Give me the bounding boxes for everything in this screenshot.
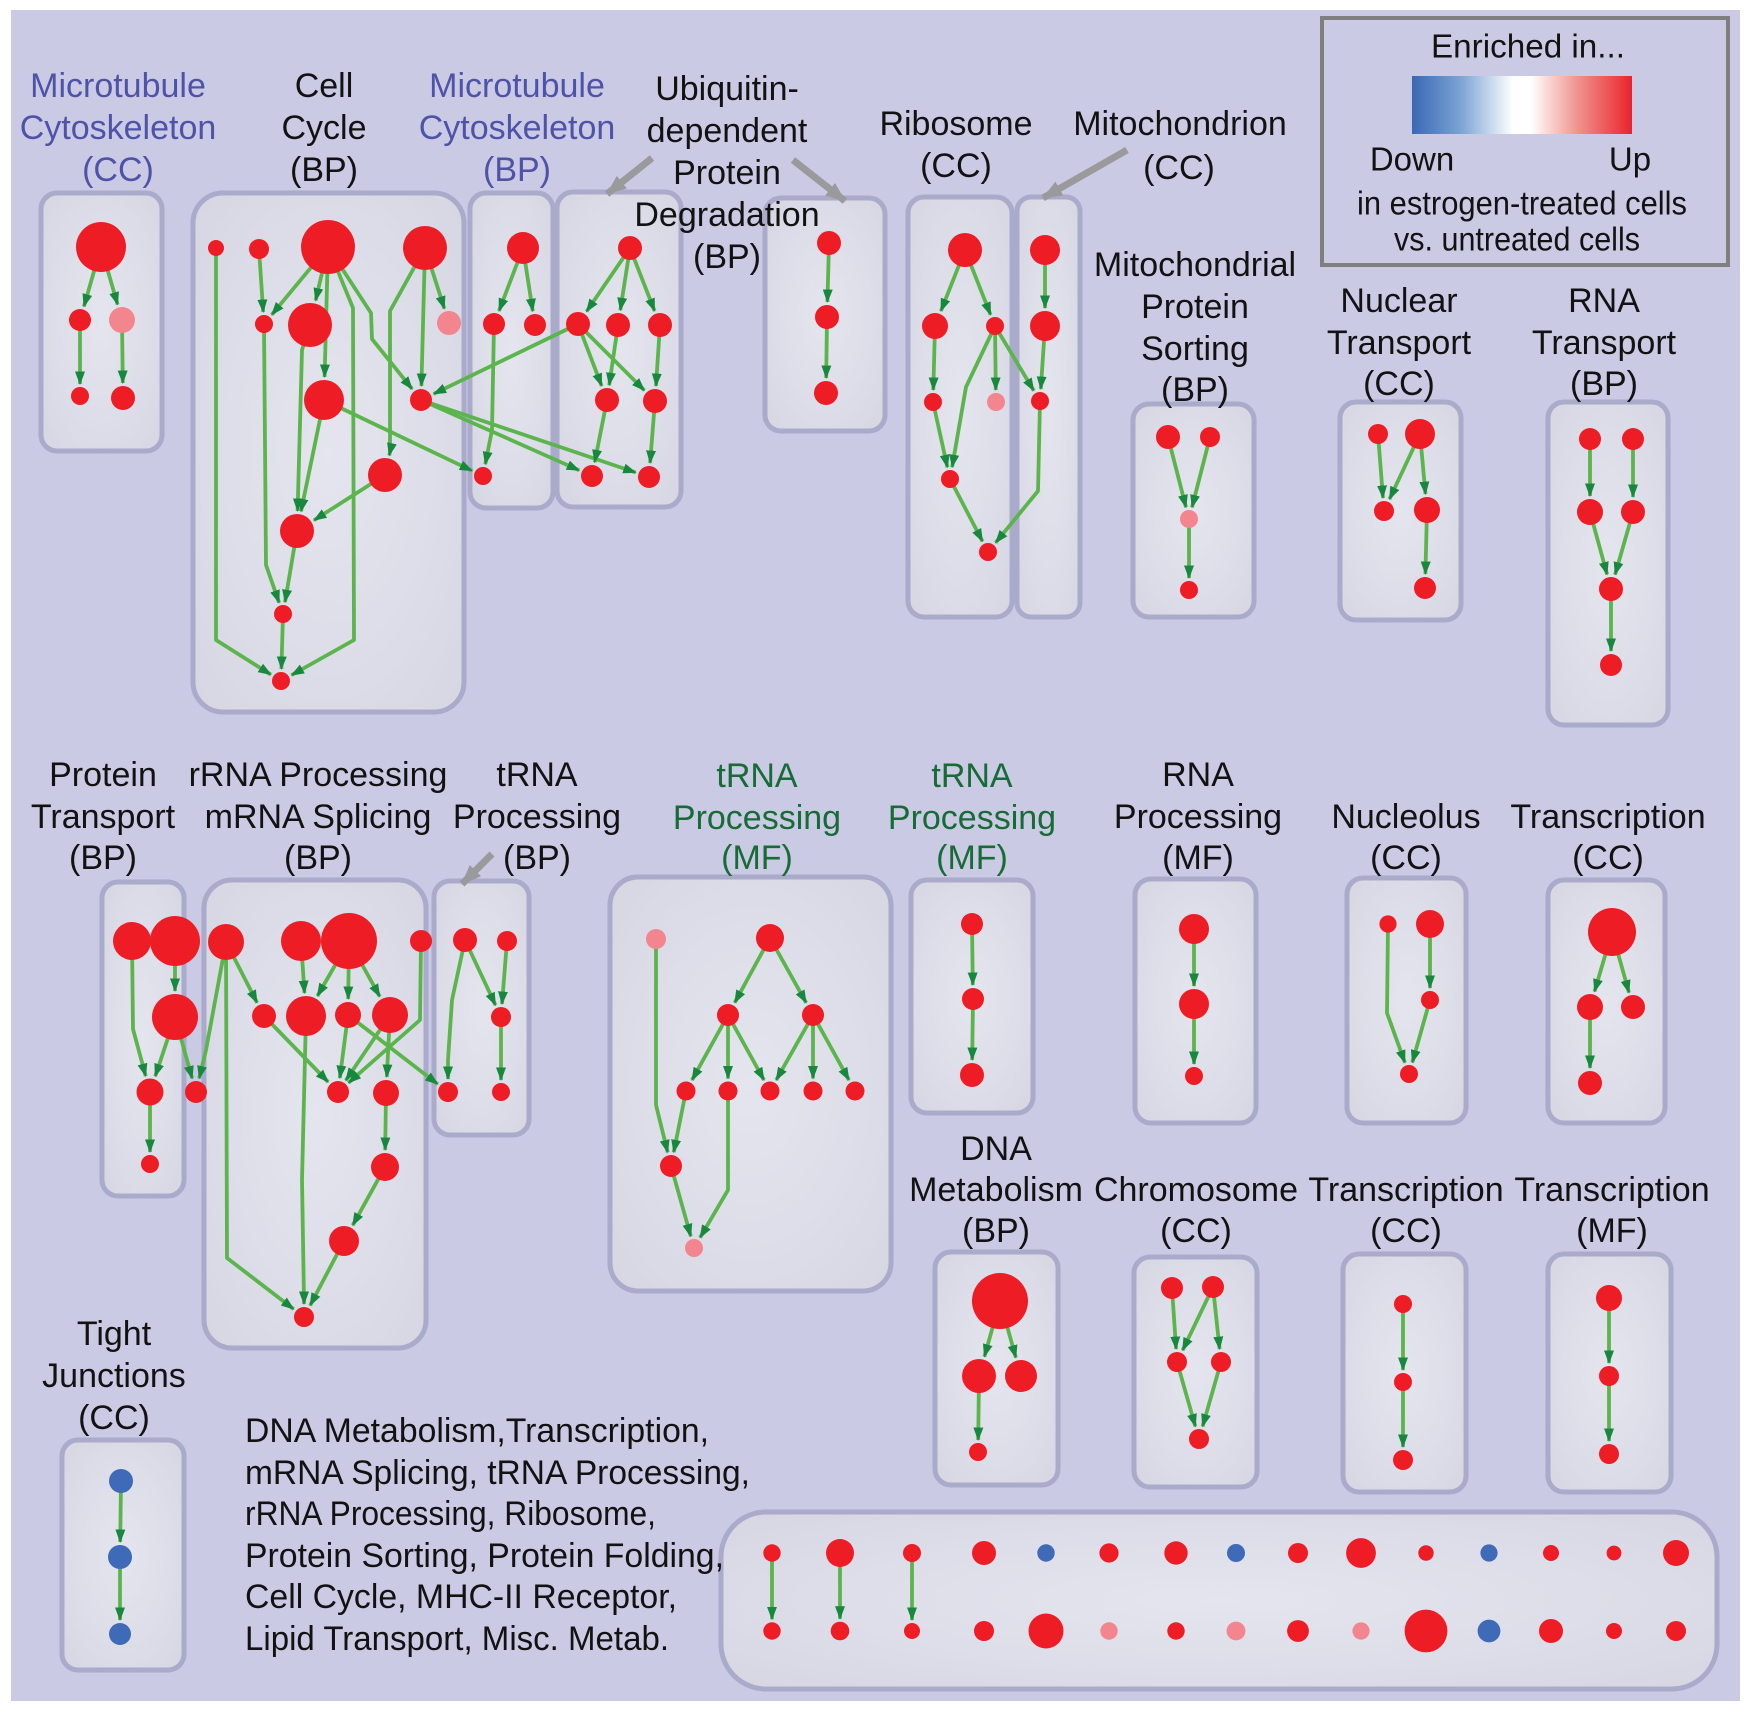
svg-text:(CC): (CC) (82, 151, 154, 189)
svg-text:(CC): (CC) (1370, 839, 1442, 877)
svg-text:Cycle: Cycle (281, 109, 366, 147)
svg-text:Processing: Processing (453, 798, 621, 836)
svg-text:Transport: Transport (1532, 324, 1677, 362)
svg-text:Transport: Transport (31, 798, 176, 836)
svg-text:tRNA: tRNA (496, 756, 578, 794)
svg-text:(CC): (CC) (1143, 149, 1215, 187)
svg-text:RNA: RNA (1568, 282, 1640, 320)
svg-text:Ubiquitin-: Ubiquitin- (655, 70, 799, 108)
svg-text:Transcription: Transcription (1510, 798, 1705, 836)
svg-text:(CC): (CC) (1370, 1212, 1442, 1250)
svg-text:(BP): (BP) (69, 839, 137, 877)
svg-text:vs. untreated cells: vs. untreated cells (1394, 221, 1640, 258)
svg-text:(BP): (BP) (290, 151, 358, 189)
svg-text:(MF): (MF) (936, 839, 1008, 877)
svg-text:mRNA Splicing: mRNA Splicing (205, 798, 432, 836)
svg-text:Down: Down (1370, 141, 1454, 178)
svg-text:Chromosome: Chromosome (1094, 1171, 1298, 1209)
svg-text:(BP): (BP) (284, 839, 352, 877)
svg-text:rRNA Processing, Ribosome,: rRNA Processing, Ribosome, (245, 1495, 656, 1533)
svg-text:RNA: RNA (1162, 756, 1234, 794)
svg-text:tRNA: tRNA (931, 757, 1013, 795)
svg-text:(BP): (BP) (1161, 371, 1229, 409)
svg-text:Tight: Tight (77, 1315, 152, 1353)
svg-text:Protein: Protein (49, 756, 157, 794)
svg-text:Cell Cycle, MHC-II Receptor,: Cell Cycle, MHC-II Receptor, (245, 1578, 677, 1616)
svg-text:mRNA Splicing, tRNA Processing: mRNA Splicing, tRNA Processing, (245, 1454, 750, 1492)
svg-text:tRNA: tRNA (716, 757, 798, 795)
svg-text:Up: Up (1609, 141, 1651, 178)
svg-text:Processing: Processing (673, 799, 841, 837)
svg-text:Cytoskeleton: Cytoskeleton (20, 109, 217, 147)
svg-text:Microtubule: Microtubule (429, 67, 605, 105)
svg-text:Nucleolus: Nucleolus (1331, 798, 1480, 836)
svg-text:Mitochondrial: Mitochondrial (1094, 246, 1296, 284)
svg-text:Sorting: Sorting (1141, 330, 1249, 368)
svg-text:Transcription: Transcription (1514, 1171, 1709, 1209)
svg-text:Transcription: Transcription (1308, 1171, 1503, 1209)
svg-text:dependent: dependent (647, 112, 808, 150)
svg-text:Processing: Processing (888, 799, 1056, 837)
svg-text:Mitochondrion: Mitochondrion (1073, 105, 1287, 143)
svg-text:Lipid Transport, Misc. Metab.: Lipid Transport, Misc. Metab. (245, 1620, 669, 1658)
svg-text:(CC): (CC) (920, 147, 992, 185)
svg-text:Transport: Transport (1327, 324, 1472, 362)
svg-text:Protein: Protein (1141, 288, 1249, 326)
svg-text:Junctions: Junctions (42, 1357, 186, 1395)
svg-text:Cytoskeleton: Cytoskeleton (419, 109, 616, 147)
svg-text:Ribosome: Ribosome (879, 105, 1032, 143)
svg-text:(CC): (CC) (78, 1399, 150, 1437)
svg-text:Processing: Processing (1114, 798, 1282, 836)
svg-text:DNA: DNA (960, 1130, 1032, 1168)
svg-text:(MF): (MF) (721, 839, 793, 877)
svg-text:(BP): (BP) (693, 238, 761, 276)
svg-text:rRNA Processing: rRNA Processing (189, 756, 448, 794)
svg-text:Cell: Cell (295, 67, 354, 105)
svg-text:Protein Sorting, Protein Foldi: Protein Sorting, Protein Folding, (245, 1537, 724, 1575)
svg-text:(BP): (BP) (1570, 365, 1638, 403)
svg-text:(CC): (CC) (1572, 839, 1644, 877)
svg-text:in estrogen-treated cells: in estrogen-treated cells (1357, 185, 1687, 222)
svg-text:(BP): (BP) (503, 839, 571, 877)
svg-text:Nuclear: Nuclear (1340, 282, 1457, 320)
svg-text:Microtubule: Microtubule (30, 67, 206, 105)
svg-text:Degradation: Degradation (634, 196, 819, 234)
svg-text:(BP): (BP) (483, 151, 551, 189)
svg-text:Enriched in...: Enriched in... (1431, 28, 1625, 65)
svg-text:Metabolism: Metabolism (909, 1171, 1083, 1209)
svg-text:(BP): (BP) (962, 1212, 1030, 1250)
svg-text:(MF): (MF) (1576, 1212, 1648, 1250)
svg-text:(MF): (MF) (1162, 839, 1234, 877)
svg-text:Protein: Protein (673, 154, 781, 192)
svg-text:(CC): (CC) (1363, 365, 1435, 403)
svg-text:(CC): (CC) (1160, 1212, 1232, 1250)
svg-text:DNA Metabolism,Transcription,: DNA Metabolism,Transcription, (245, 1412, 709, 1450)
